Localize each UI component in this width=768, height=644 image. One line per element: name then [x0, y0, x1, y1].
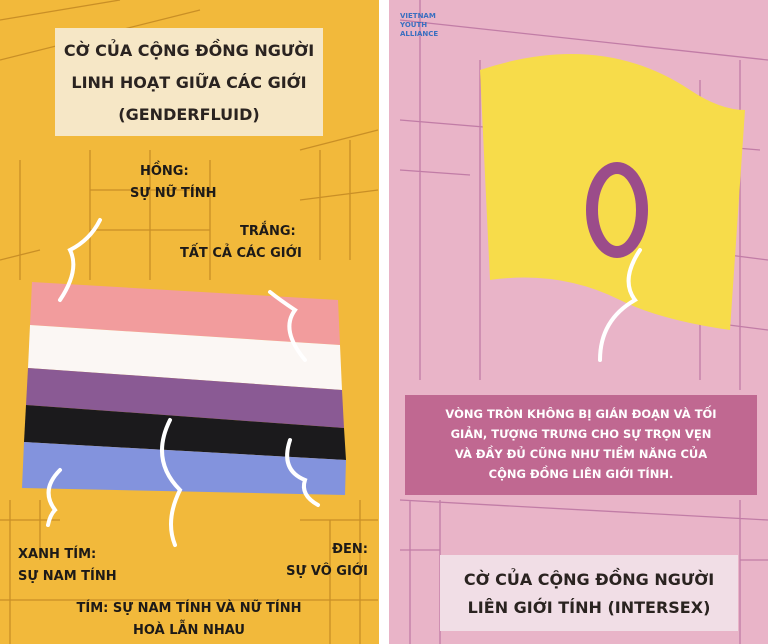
- label-heading: XANH TÍM:: [18, 546, 96, 562]
- intersex-flag: [480, 54, 745, 330]
- label-heading: HỒNG:: [140, 161, 189, 179]
- left-title: CỜ CỦA CỘNG ĐỒNG NGƯỜI: [64, 38, 314, 60]
- genderfluid-flag: [22, 282, 346, 495]
- flag-yellow: [480, 54, 745, 330]
- label-heading: ĐEN:: [332, 542, 368, 557]
- flag-stripe-purple: [26, 368, 344, 428]
- description-box: [405, 395, 757, 495]
- description: VÀ ĐẦY ĐỦ CŨNG NHƯ TIỀM NĂNG CỦA: [455, 444, 707, 461]
- flag-stripe-black: [24, 405, 346, 460]
- label-heading: TÍM: SỰ NAM TÍNH VÀ NỮ TÍNH: [76, 600, 301, 616]
- left-title: (GENDERFLUID): [118, 105, 259, 124]
- label-heading: TRẮNG:: [240, 222, 296, 239]
- left-title-box: [55, 28, 323, 136]
- label-text: TẤT CẢ CÁC GIỚI: [180, 243, 302, 261]
- logo-text: YOUTH: [399, 21, 427, 29]
- flag-ring: [586, 162, 648, 258]
- label-text: SỰ VÔ GIỚI: [286, 563, 368, 579]
- flag-stripe-pink: [30, 282, 340, 345]
- label-text: SỰ NỮ TÍNH: [130, 185, 216, 201]
- label-text: HOÀ LẪN NHAU: [133, 621, 245, 638]
- right-title: CỜ CỦA CỘNG ĐỒNG NGƯỜI: [464, 567, 714, 589]
- arrows: [46, 218, 642, 547]
- right-title-box: [440, 555, 738, 631]
- right-title: LIÊN GIỚI TÍNH (INTERSEX): [468, 598, 711, 617]
- description: VÒNG TRÒN KHÔNG BỊ GIÁN ĐOẠN VÀ TỐI: [445, 404, 716, 421]
- label-text: SỰ NAM TÍNH: [18, 568, 117, 584]
- flag-stripe-white: [28, 325, 342, 390]
- description: CỘNG ĐỒNG LIÊN GIỚI TÍNH.: [489, 464, 674, 481]
- logo-text: VIETNAM: [400, 12, 436, 20]
- description: GIẢN, TƯỢNG TRƯNG CHO SỰ TRỌN VẸN: [451, 425, 712, 441]
- flag-stripe-blue: [22, 442, 346, 495]
- logo-text: ALLIANCE: [400, 30, 438, 38]
- left-title: LINH HOẠT GIỮA CÁC GIỚI: [71, 73, 306, 92]
